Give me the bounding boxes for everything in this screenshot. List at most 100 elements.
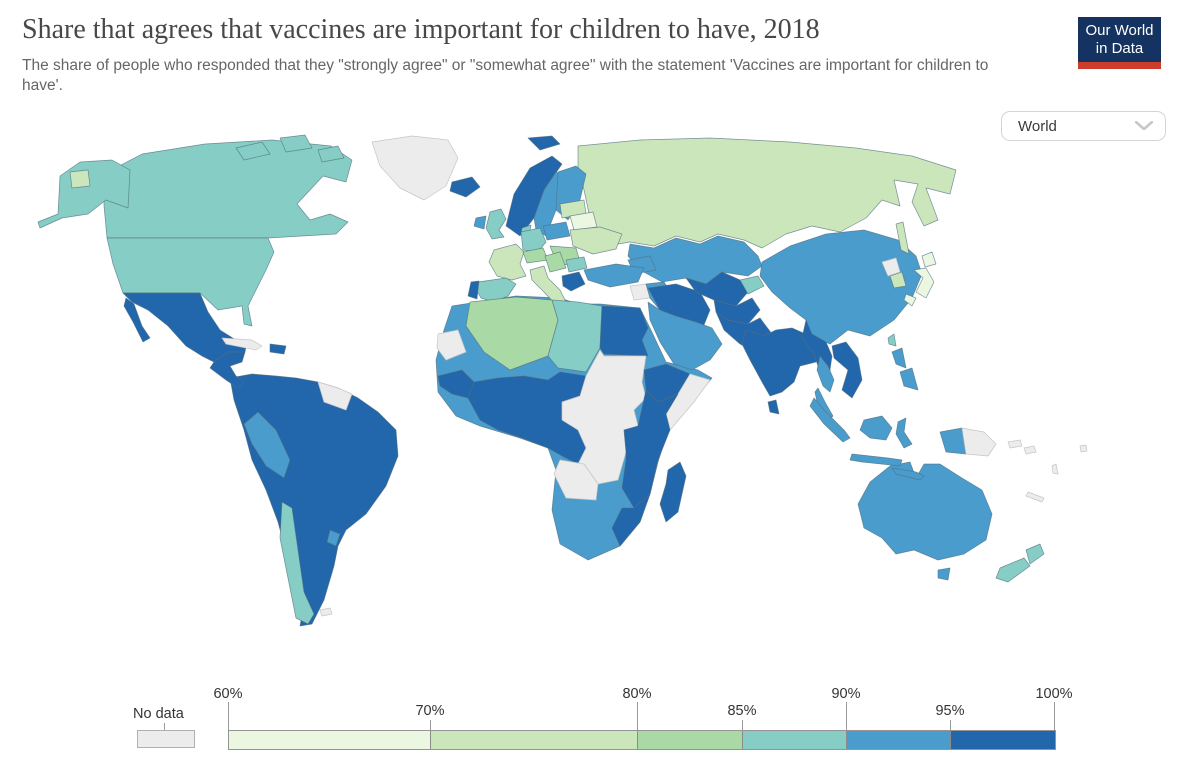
- chart-subtitle: The share of people who responded that t…: [22, 57, 989, 94]
- country-germany[interactable]: [520, 227, 547, 253]
- legend-tick: [1054, 702, 1055, 730]
- owid-logo-redbar: [1078, 62, 1161, 69]
- country-arabian-peninsula[interactable]: [647, 301, 723, 371]
- country-west-papua[interactable]: [939, 427, 967, 455]
- country-kazakhstan[interactable]: [627, 235, 763, 285]
- country-arctic-island[interactable]: [317, 145, 345, 163]
- legend-tick: [637, 702, 638, 730]
- country-thailand[interactable]: [816, 355, 835, 393]
- country-philippines[interactable]: [899, 367, 919, 391]
- legend-bin[interactable]: [743, 731, 847, 749]
- country-sri-lanka[interactable]: [767, 399, 780, 415]
- country-western-sahara[interactable]: [436, 329, 467, 361]
- country-kyrgyzstan-tajikistan[interactable]: [739, 275, 765, 295]
- country-south-korea[interactable]: [889, 271, 907, 289]
- country-japan[interactable]: [921, 251, 937, 268]
- country-falklands[interactable]: [319, 607, 333, 617]
- country-chile[interactable]: [279, 501, 315, 625]
- country-new-zealand[interactable]: [995, 557, 1031, 583]
- country-turkey[interactable]: [583, 263, 645, 288]
- legend-tick-label: 100%: [1035, 686, 1073, 702]
- country-arctic-island[interactable]: [279, 134, 313, 153]
- country-new-caledonia[interactable]: [1025, 491, 1045, 503]
- country-borneo[interactable]: [859, 415, 893, 441]
- country-uruguay[interactable]: [326, 529, 341, 547]
- no-data-label: No data: [133, 706, 184, 722]
- country-angola[interactable]: [553, 459, 599, 501]
- no-data-swatch[interactable]: [137, 730, 195, 748]
- legend-tick: [430, 720, 431, 730]
- legend-tick-label: 90%: [831, 686, 861, 702]
- country-java[interactable]: [849, 453, 903, 467]
- country-sudan-congo[interactable]: [561, 349, 647, 485]
- country-greece[interactable]: [561, 271, 586, 292]
- country-poland[interactable]: [542, 221, 571, 241]
- country-ukraine[interactable]: [569, 226, 623, 255]
- country-alaska[interactable]: [37, 159, 131, 229]
- country-vanuatu[interactable]: [1051, 463, 1059, 475]
- country-mozambique-zimbabwe[interactable]: [611, 493, 651, 547]
- country-sulawesi[interactable]: [895, 417, 913, 449]
- country-north-korea[interactable]: [881, 257, 901, 277]
- country-cuba[interactable]: [221, 337, 263, 351]
- country-alaska-patch[interactable]: [69, 169, 91, 189]
- country-canada[interactable]: [103, 139, 353, 239]
- legend-tick-label: 70%: [415, 703, 445, 719]
- map-legend: No data 60% 70% 80% 85% 90% 95% 100%: [0, 680, 1186, 755]
- country-united-kingdom[interactable]: [485, 208, 507, 240]
- country-solomon-islands[interactable]: [1023, 445, 1037, 455]
- chevron-down-icon: [1135, 121, 1153, 131]
- country-guyanas[interactable]: [317, 381, 353, 411]
- country-portugal[interactable]: [467, 280, 480, 300]
- country-egypt[interactable]: [599, 305, 649, 357]
- world-choropleth-map: [37, 134, 1088, 627]
- legend-bin[interactable]: [847, 731, 951, 749]
- country-india[interactable]: [741, 327, 825, 397]
- legend-bin[interactable]: [431, 731, 638, 749]
- country-hispaniola[interactable]: [269, 343, 287, 355]
- country-balkans[interactable]: [544, 251, 567, 273]
- country-new-zealand[interactable]: [1025, 543, 1045, 565]
- owid-logo[interactable]: Our World in Data: [1078, 17, 1161, 69]
- no-data-tick: [164, 723, 165, 730]
- country-greenland[interactable]: [371, 135, 459, 201]
- country-iceland[interactable]: [449, 176, 481, 198]
- country-japan[interactable]: [913, 267, 935, 299]
- country-fiji[interactable]: [1079, 444, 1088, 453]
- country-baja-california[interactable]: [123, 297, 151, 343]
- country-peru[interactable]: [243, 411, 291, 479]
- country-china-mongolia[interactable]: [759, 229, 923, 345]
- country-australia[interactable]: [857, 461, 993, 561]
- legend-tick-label: 80%: [622, 686, 652, 702]
- country-svalbard[interactable]: [527, 135, 561, 151]
- legend-tick-label: 95%: [935, 703, 965, 719]
- country-central-america[interactable]: [209, 351, 246, 389]
- country-arctic-island[interactable]: [235, 141, 271, 161]
- country-sumatra[interactable]: [809, 397, 851, 443]
- owid-logo-text: Our World in Data: [1078, 17, 1161, 62]
- legend-tick-label: 85%: [727, 703, 757, 719]
- country-tasmania[interactable]: [937, 567, 951, 581]
- country-selector-value: World: [1018, 117, 1057, 135]
- country-lesser-sunda[interactable]: [891, 467, 925, 481]
- legend-tick: [950, 720, 951, 730]
- country-sakhalin[interactable]: [895, 221, 910, 255]
- legend-bin[interactable]: [229, 731, 431, 749]
- country-ireland[interactable]: [473, 215, 487, 230]
- country-indochina[interactable]: [831, 341, 863, 399]
- country-libya[interactable]: [547, 299, 603, 373]
- country-madagascar[interactable]: [659, 461, 687, 523]
- country-france[interactable]: [488, 243, 527, 281]
- country-taiwan[interactable]: [887, 333, 897, 347]
- legend-bin[interactable]: [951, 731, 1055, 749]
- country-solomon-islands[interactable]: [1007, 439, 1023, 449]
- legend-bin[interactable]: [638, 731, 743, 749]
- country-papua-new-guinea[interactable]: [961, 427, 997, 457]
- country-bulgaria[interactable]: [565, 256, 588, 273]
- legend-bar: [228, 730, 1056, 750]
- country-south-america[interactable]: [229, 373, 399, 627]
- country-japan[interactable]: [903, 293, 917, 307]
- country-philippines[interactable]: [891, 347, 907, 369]
- country-selector-dropdown[interactable]: World: [1001, 111, 1166, 141]
- legend-tick: [742, 720, 743, 730]
